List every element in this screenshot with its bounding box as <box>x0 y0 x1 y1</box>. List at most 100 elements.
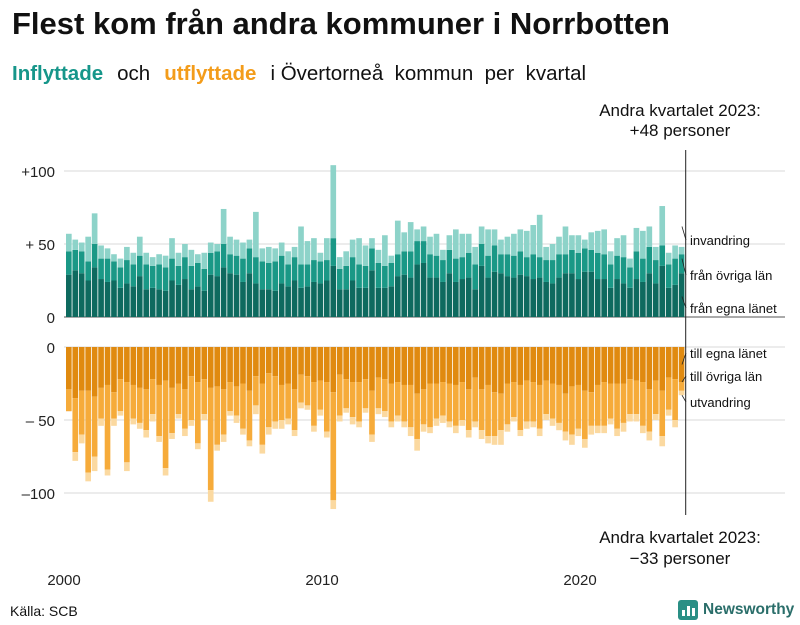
bar-in-segment <box>394 276 401 317</box>
x-tick-label: 2000 <box>47 572 80 589</box>
bar-out-segment <box>304 376 311 406</box>
bar-in-segment <box>388 255 395 263</box>
bar-out-segment <box>285 347 291 384</box>
bar-out-segment <box>556 384 562 423</box>
bar-out-segment <box>504 424 511 432</box>
bar-in-segment <box>620 235 627 258</box>
bar-out-segment <box>175 414 182 419</box>
bar-in-segment <box>536 257 543 278</box>
bar-out-segment <box>536 428 543 437</box>
bar-in-segment <box>117 258 124 268</box>
bar-out-segment <box>91 456 98 472</box>
bar-out-segment <box>498 347 504 394</box>
bar-out-segment <box>388 383 395 422</box>
bar-out-segment <box>136 347 143 388</box>
bar-out-segment <box>349 347 356 383</box>
bar-out-segment <box>188 376 195 420</box>
bar-out-segment <box>504 383 511 425</box>
bar-in-segment <box>278 283 285 317</box>
bar-in-segment <box>394 254 401 277</box>
bar-in-segment <box>601 254 607 280</box>
bar-out-segment <box>427 427 433 434</box>
bar-in-segment <box>382 287 388 317</box>
bar-in-segment <box>91 213 98 244</box>
bar-out-segment <box>343 347 349 380</box>
bar-out-segment <box>149 379 156 415</box>
bar-out-segment <box>652 380 659 415</box>
bar-out-segment <box>220 347 227 390</box>
bar-in-segment <box>472 246 478 265</box>
bar-out-segment <box>111 347 117 393</box>
bar-in-segment <box>240 242 246 259</box>
bar-in-segment <box>143 289 150 317</box>
bar-in-segment <box>369 270 375 317</box>
bar-out-segment <box>433 418 440 426</box>
bar-in-segment <box>227 254 233 274</box>
y-tick-label-bottom: – 50 <box>26 413 55 430</box>
bar-out-segment <box>72 398 79 453</box>
bar-in-segment <box>136 236 143 256</box>
bar-in-segment <box>440 249 446 261</box>
series-label-bottom: utvandring <box>690 395 751 410</box>
bar-out-segment <box>349 417 356 425</box>
bar-out-segment <box>253 347 259 377</box>
bar-in-segment <box>188 289 195 317</box>
bar-out-segment <box>582 438 588 448</box>
bar-in-segment <box>278 255 285 284</box>
bar-out-segment <box>414 438 420 451</box>
bar-in-segment <box>207 252 214 275</box>
subtitle-in-label: Inflyttade <box>12 62 104 85</box>
bar-out-segment <box>336 374 343 416</box>
bar-out-segment <box>162 347 169 381</box>
bar-in-segment <box>401 232 408 252</box>
bar-in-segment <box>220 208 227 244</box>
bar-out-segment <box>72 452 79 461</box>
series-label-leader <box>681 394 687 403</box>
bar-out-segment <box>549 347 556 384</box>
bar-in-segment <box>601 279 607 317</box>
bar-out-segment <box>601 382 607 426</box>
bar-in-segment <box>446 273 453 317</box>
bar-in-segment <box>375 287 382 317</box>
bar-in-segment <box>549 260 556 284</box>
bar-out-segment <box>498 393 504 431</box>
bar-out-segment <box>382 347 388 380</box>
bar-out-segment <box>420 347 427 390</box>
bar-in-segment <box>607 251 614 265</box>
bar-out-segment <box>240 428 246 435</box>
series-label-top: från egna länet <box>690 301 777 316</box>
bar-out-segment <box>240 383 246 429</box>
bar-out-segment <box>659 436 666 447</box>
bar-in-segment <box>78 251 85 274</box>
bar-in-segment <box>569 235 575 250</box>
y-tick-label-bottom: –100 <box>22 486 55 503</box>
bar-in-segment <box>233 255 240 275</box>
bar-out-segment <box>149 347 156 380</box>
bar-out-segment <box>478 389 485 431</box>
bar-out-segment <box>485 347 491 385</box>
bar-in-segment <box>620 283 627 317</box>
bar-in-segment <box>246 273 253 317</box>
bar-out-segment <box>640 347 646 383</box>
bar-in-segment <box>324 238 330 261</box>
bar-in-segment <box>311 260 317 282</box>
bar-in-segment <box>356 238 362 265</box>
bar-out-segment <box>98 418 104 426</box>
bar-out-segment <box>607 347 614 384</box>
bar-in-segment <box>201 268 208 291</box>
bar-out-segment <box>530 347 537 383</box>
bar-in-segment <box>336 257 343 269</box>
bar-in-segment <box>530 254 537 280</box>
bar-in-segment <box>72 239 79 250</box>
bar-in-segment <box>291 280 298 317</box>
bar-in-segment <box>304 286 311 317</box>
bar-in-segment <box>549 283 556 317</box>
bar-in-segment <box>98 245 104 259</box>
bar-in-segment <box>343 289 349 317</box>
bar-out-segment <box>207 490 214 502</box>
bar-in-segment <box>156 289 162 317</box>
bar-out-segment <box>556 422 562 431</box>
bar-in-segment <box>259 248 266 262</box>
bar-in-segment <box>195 262 201 287</box>
bar-in-segment <box>169 280 175 317</box>
